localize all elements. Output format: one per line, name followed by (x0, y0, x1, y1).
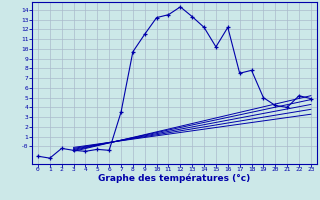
X-axis label: Graphe des températures (°c): Graphe des températures (°c) (98, 174, 251, 183)
